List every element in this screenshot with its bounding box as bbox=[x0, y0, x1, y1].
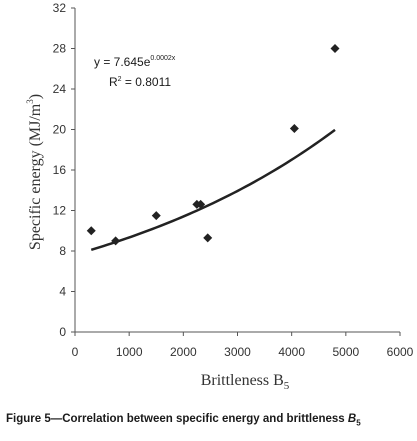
x-tick-label: 3000 bbox=[224, 345, 251, 359]
y-tick-label: 12 bbox=[53, 204, 67, 218]
y-tick-label: 28 bbox=[53, 42, 67, 56]
y-tick-label: 8 bbox=[59, 244, 66, 258]
y-axis-title-suffix: ) bbox=[27, 94, 44, 99]
y-tick-label: 20 bbox=[53, 123, 67, 137]
r-squared-value: = 0.8011 bbox=[122, 75, 172, 89]
x-tick-label: 6000 bbox=[387, 345, 414, 359]
r-squared-symbol: R bbox=[109, 75, 118, 89]
data-point bbox=[111, 236, 121, 246]
y-axis-title-superscript: 3 bbox=[25, 99, 35, 104]
figure-caption-text: Figure 5—Correlation between specific en… bbox=[6, 413, 348, 425]
data-points bbox=[86, 44, 340, 246]
y-tick-label: 32 bbox=[53, 1, 67, 15]
y-axis-title: Specific energy (MJ/m3) bbox=[25, 94, 44, 250]
data-point bbox=[86, 226, 96, 236]
y-axis-title-text: Specific energy (MJ/m bbox=[27, 103, 44, 250]
r-squared-label: R2 = 0.8011 bbox=[109, 75, 171, 89]
x-tick-label: 2000 bbox=[170, 345, 197, 359]
figure-caption-subscript: 5 bbox=[356, 418, 361, 428]
x-ticks: 0 1000 2000 3000 4000 5000 6000 bbox=[72, 332, 414, 359]
data-point bbox=[203, 233, 213, 243]
figure-caption-variable: B bbox=[347, 413, 357, 425]
x-axis-title: Brittleness B5 bbox=[201, 372, 290, 392]
x-tick-label: 4000 bbox=[278, 345, 305, 359]
trendline-equation-exponent: 0.0002x bbox=[150, 55, 175, 62]
y-tick-label: 16 bbox=[53, 163, 67, 177]
y-tick-label: 4 bbox=[59, 285, 66, 299]
x-axis-title-text: Brittleness B bbox=[201, 372, 284, 389]
r-squared-superscript: 2 bbox=[118, 76, 122, 83]
y-tick-label: 0 bbox=[59, 325, 66, 339]
x-tick-label: 1000 bbox=[116, 345, 143, 359]
figure-caption: Figure 5—Correlation between specific en… bbox=[6, 413, 411, 427]
data-point bbox=[330, 44, 340, 53]
x-axis-title-subscript: 5 bbox=[284, 380, 290, 392]
x-tick-label: 0 bbox=[72, 345, 79, 359]
trendline bbox=[90, 128, 336, 252]
data-point bbox=[289, 123, 299, 133]
trendline-equation-base: y = 7.645e bbox=[94, 55, 151, 69]
y-ticks: 0 4 8 12 16 20 24 28 32 bbox=[53, 1, 75, 339]
y-tick-label: 24 bbox=[53, 82, 67, 96]
data-point bbox=[151, 211, 161, 221]
data-point bbox=[196, 199, 206, 209]
trendline-equation: y = 7.645e0.0002x bbox=[94, 55, 176, 69]
x-tick-label: 5000 bbox=[332, 345, 359, 359]
